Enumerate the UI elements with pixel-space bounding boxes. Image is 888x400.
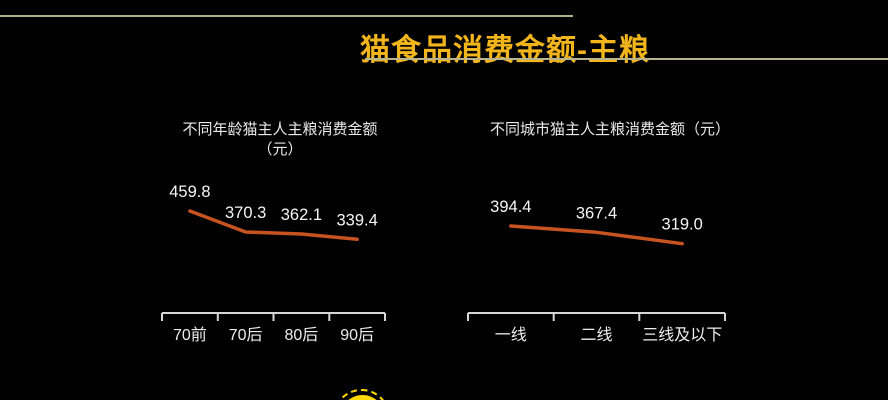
- value-label: 370.3: [225, 204, 266, 222]
- city-chart-title-line1: 不同城市猫主人主粮消费金额（元）: [489, 121, 730, 138]
- category-label: 三线及以下: [642, 326, 722, 344]
- category-label: 70前: [173, 326, 207, 344]
- chart-line: [509, 224, 684, 246]
- category-label: 80后: [284, 326, 318, 344]
- city-line-chart: 394.4 367.4 319.0 一线 二线 三线及以下: [467, 198, 726, 344]
- value-label: 362.1: [281, 206, 322, 224]
- title-underline: [365, 58, 888, 60]
- sun-icon: [340, 395, 385, 400]
- value-label: 459.8: [169, 183, 210, 201]
- x-axis: [467, 312, 726, 321]
- value-label: 339.4: [336, 211, 377, 229]
- x-axis: [161, 312, 386, 321]
- age-chart-title-line1: 不同年龄猫主人主粮消费金额: [182, 121, 378, 138]
- age-chart-title: 不同年龄猫主人主粮消费金额 （元）: [120, 120, 440, 160]
- age-chart-title-line2: （元）: [257, 141, 303, 158]
- category-label: 一线: [495, 326, 527, 344]
- category-label: 二线: [580, 326, 612, 344]
- value-label: 367.4: [576, 204, 617, 222]
- page-title: 猫食品消费金额-主粮: [360, 34, 650, 67]
- city-chart-title: 不同城市猫主人主粮消费金额（元）: [450, 120, 770, 140]
- category-label: 90后: [340, 326, 374, 344]
- value-label: 394.4: [490, 198, 531, 216]
- value-label: 319.0: [662, 216, 703, 234]
- top-divider-line: [0, 15, 573, 17]
- chart-line: [188, 209, 359, 242]
- age-line-chart: 459.8 370.3 362.1 339.4 70前 70后 80后 90后: [161, 183, 386, 344]
- category-label: 70后: [229, 326, 263, 344]
